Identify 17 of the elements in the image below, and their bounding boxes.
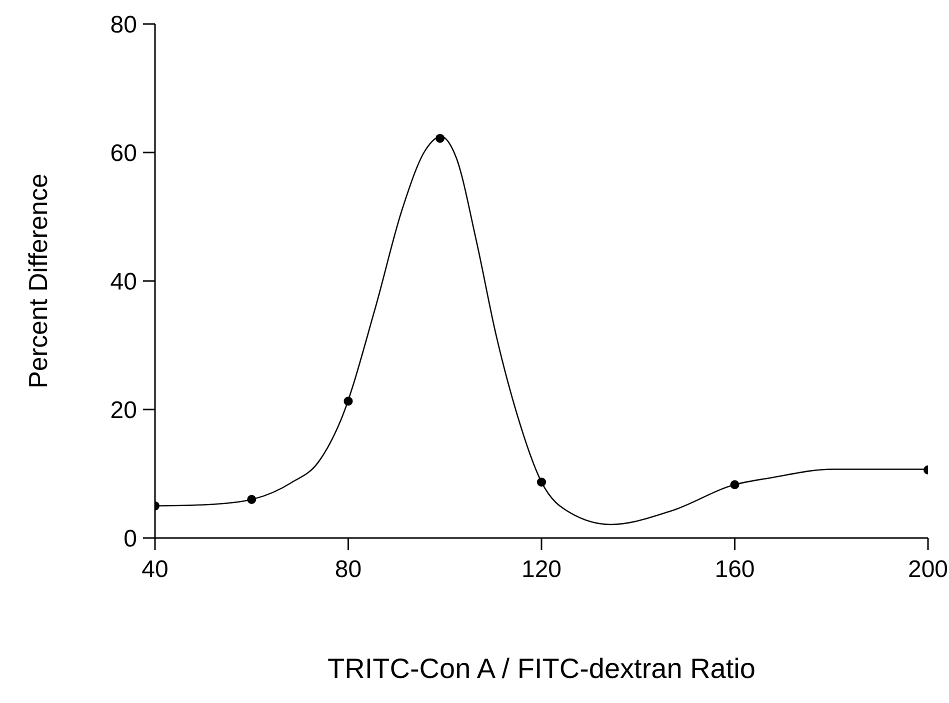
point [536, 478, 546, 487]
x-tick-label: 160 [714, 556, 755, 584]
y-tick-label: 60 [110, 140, 137, 168]
y-tick-label: 0 [124, 526, 137, 553]
x-axis-title: TRITC-Con A / FITC-dextran Ratio [328, 653, 756, 684]
y-tick-label: 40 [110, 268, 137, 296]
x-tick-label: 80 [334, 556, 362, 584]
point [730, 480, 740, 490]
point [247, 494, 256, 504]
y-axis-title: Percent Difference [23, 174, 53, 388]
y-tick-label: 20 [110, 397, 137, 424]
point [436, 134, 445, 143]
point [344, 396, 353, 406]
y-tick-label: 80 [110, 12, 137, 39]
x-tick-label: 40 [142, 556, 168, 584]
x-tick-label: 200 [908, 556, 948, 584]
x-tick-label: 120 [521, 556, 562, 584]
